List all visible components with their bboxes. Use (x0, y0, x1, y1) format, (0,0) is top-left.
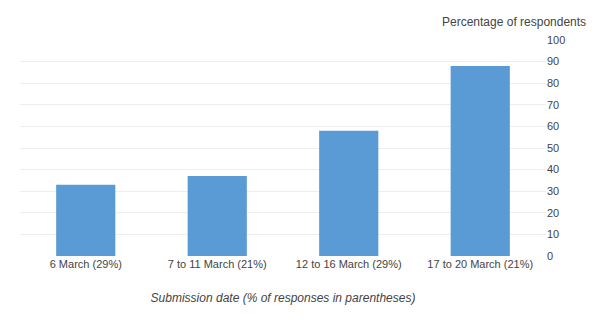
svg-text:Submission date (% of response: Submission date (% of responses in paren… (151, 291, 416, 305)
svg-text:100: 100 (547, 34, 565, 46)
svg-text:60: 60 (547, 120, 559, 132)
svg-text:7 to 11 March (21%): 7 to 11 March (21%) (168, 258, 267, 270)
svg-text:0: 0 (547, 250, 553, 262)
svg-text:6 March (29%): 6 March (29%) (50, 258, 122, 270)
svg-text:70: 70 (547, 99, 559, 111)
svg-text:10: 10 (547, 228, 559, 240)
svg-text:Percentage of respondents: Percentage of respondents (442, 15, 586, 29)
svg-text:40: 40 (547, 163, 559, 175)
svg-text:90: 90 (547, 55, 559, 67)
svg-text:30: 30 (547, 185, 559, 197)
svg-text:12 to 16 March (29%): 12 to 16 March (29%) (296, 258, 402, 270)
svg-text:17 to 20 March (21%): 17 to 20 March (21%) (427, 258, 533, 270)
svg-text:50: 50 (547, 142, 559, 154)
svg-text:80: 80 (547, 77, 559, 89)
svg-text:20: 20 (547, 207, 559, 219)
